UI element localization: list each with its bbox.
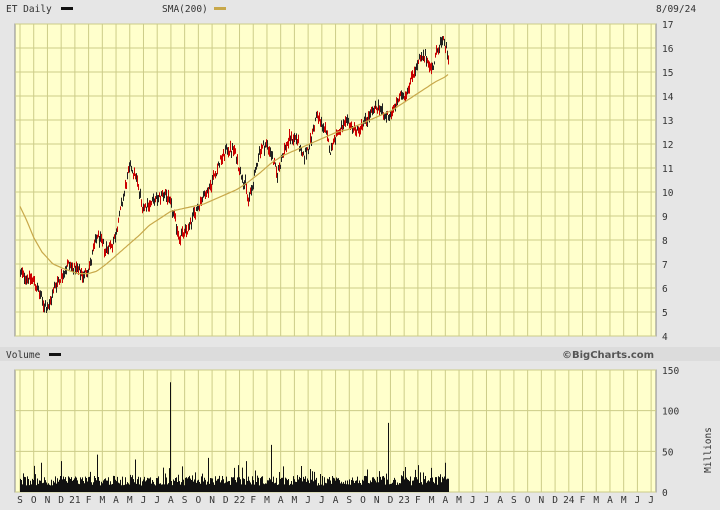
- x-tick-label: M: [621, 495, 627, 506]
- x-tick-label: F: [86, 495, 92, 506]
- volume-unit-label: Millions: [703, 427, 714, 473]
- x-tick-label: N: [45, 495, 51, 506]
- x-tick-label: M: [264, 495, 270, 506]
- price-tick-label: 11: [662, 164, 674, 175]
- chart-date: 8/09/24: [656, 4, 696, 15]
- sma-200-line: [19, 74, 449, 275]
- x-tick-label: D: [388, 495, 394, 506]
- price-tick-label: 4: [662, 332, 668, 343]
- x-tick-label: J: [319, 495, 325, 506]
- price-tick-label: 8: [662, 236, 668, 247]
- x-tick-label: J: [154, 495, 160, 506]
- volume-bars: [20, 382, 449, 492]
- x-tick-label: A: [333, 495, 339, 506]
- x-tick-label: M: [593, 495, 599, 506]
- x-tick-label: F: [250, 495, 256, 506]
- volume-tick-label: 50: [662, 447, 674, 458]
- x-tick-label: A: [497, 495, 503, 506]
- x-tick-label: O: [31, 495, 37, 506]
- price-tick-label: 5: [662, 308, 668, 319]
- volume-label: Volume: [6, 350, 41, 361]
- volume-tick-label: 0: [662, 488, 668, 499]
- price-tick-label: 13: [662, 116, 673, 127]
- x-tick-label: A: [113, 495, 119, 506]
- x-tick-label: S: [346, 495, 352, 506]
- x-tick-label: A: [442, 495, 448, 506]
- x-tick-label: N: [538, 495, 544, 506]
- x-tick-label: N: [374, 495, 380, 506]
- x-tick-label: J: [141, 495, 147, 506]
- volume-y-axis: 0 50 100 150: [662, 366, 679, 499]
- x-tick-label: S: [182, 495, 188, 506]
- x-tick-label: D: [552, 495, 558, 506]
- x-tick-label: F: [415, 495, 421, 506]
- x-tick-label: A: [168, 495, 174, 506]
- x-tick-label: M: [99, 495, 105, 506]
- x-tick-label: 23: [398, 495, 409, 506]
- volume-tick-label: 150: [662, 366, 679, 377]
- price-tick-label: 14: [662, 92, 674, 103]
- bigcharts-brand: ©BigCharts.com: [562, 350, 654, 361]
- price-tick-label: 17: [662, 20, 673, 31]
- x-tick-label: O: [360, 495, 366, 506]
- x-tick-label: O: [525, 495, 531, 506]
- x-tick-label: N: [209, 495, 215, 506]
- price-tick-label: 7: [662, 260, 668, 271]
- x-tick-label: 22: [234, 495, 245, 506]
- price-tick-label: 6: [662, 284, 668, 295]
- volume-header-bar: [0, 347, 720, 361]
- x-tick-label: A: [278, 495, 284, 506]
- x-tick-label: A: [607, 495, 613, 506]
- x-tick-label: J: [305, 495, 311, 506]
- x-tick-label: M: [429, 495, 435, 506]
- x-tick-label: O: [195, 495, 201, 506]
- price-tick-label: 9: [662, 212, 668, 223]
- price-bars: [20, 36, 449, 314]
- x-tick-label: M: [292, 495, 298, 506]
- x-tick-label: S: [511, 495, 517, 506]
- x-tick-label: J: [470, 495, 476, 506]
- ticker-label: ET Daily: [6, 4, 52, 15]
- volume-legend-swatch: [49, 353, 61, 356]
- x-tick-label: S: [17, 495, 23, 506]
- sma-legend-swatch: [214, 7, 226, 10]
- price-tick-label: 15: [662, 68, 673, 79]
- price-tick-label: 16: [662, 44, 674, 55]
- sma-label: SMA(200): [162, 4, 208, 15]
- ticker-legend-swatch: [61, 7, 73, 10]
- price-tick-label: 12: [662, 140, 673, 151]
- volume-tick-label: 100: [662, 407, 679, 418]
- x-tick-label: M: [127, 495, 133, 506]
- x-tick-label: 24: [563, 495, 575, 506]
- x-tick-label: D: [223, 495, 229, 506]
- x-tick-label: M: [456, 495, 462, 506]
- x-tick-label: J: [484, 495, 490, 506]
- x-tick-label: J: [648, 495, 654, 506]
- price-tick-label: 10: [662, 188, 674, 199]
- price-y-axis: 4 5 6 7 8 9 10 11 12 13 14 15 16 17: [662, 20, 674, 343]
- x-axis-months: S O N D 21 F M A M J J A S O N D 22 F M A M J J A S O N D 23 F M A M J J A S…: [17, 495, 654, 506]
- x-tick-label: 21: [69, 495, 81, 506]
- x-tick-label: J: [635, 495, 641, 506]
- x-tick-label: D: [58, 495, 64, 506]
- price-gridlines: [15, 23, 656, 337]
- x-tick-label: F: [580, 495, 586, 506]
